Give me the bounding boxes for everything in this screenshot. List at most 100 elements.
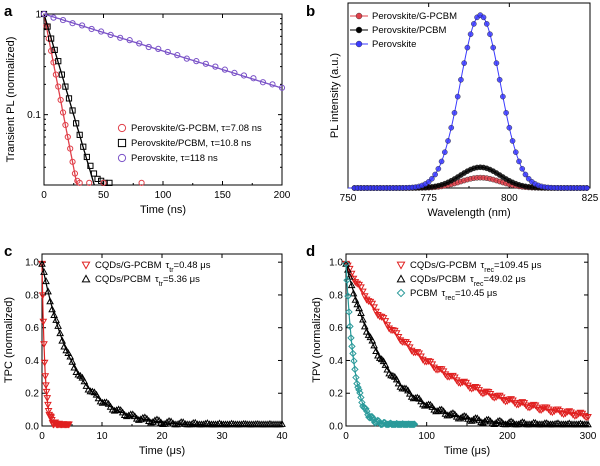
data-point <box>487 31 493 38</box>
data-point <box>67 145 74 152</box>
data-point <box>174 52 181 59</box>
data-point <box>345 308 353 316</box>
data-point <box>46 297 54 305</box>
plot-frame <box>345 253 589 427</box>
y-axis-title: TPC (normalized) <box>3 297 15 383</box>
legend-tau-value: =109.45 μs <box>494 260 542 271</box>
data-point <box>366 333 375 341</box>
data-point <box>381 318 390 326</box>
data-point <box>52 315 60 323</box>
data-point <box>138 179 145 186</box>
data-point <box>363 407 371 415</box>
panel-label-d: d <box>306 243 315 260</box>
legend-label: CQDs/PCBM τrec=49.02 μs <box>410 274 526 288</box>
legend-tau-sub: rec <box>484 267 494 274</box>
data-point <box>507 417 515 425</box>
x-tick-label: 0 <box>343 431 349 442</box>
data-point <box>165 416 173 424</box>
data-point <box>383 365 392 373</box>
data-point <box>69 20 76 27</box>
data-point <box>202 60 209 67</box>
fit-line <box>43 13 78 186</box>
data-point <box>359 288 367 296</box>
data-point <box>52 71 60 78</box>
data-point <box>392 375 401 383</box>
data-point <box>410 420 419 428</box>
x-tick-label: 750 <box>340 193 357 204</box>
fit-line <box>43 13 95 186</box>
data-point <box>350 357 358 365</box>
data-point <box>413 349 422 357</box>
data-point <box>471 21 477 27</box>
data-point <box>531 402 540 410</box>
data-point <box>349 289 358 297</box>
data-point <box>469 384 478 392</box>
data-point <box>522 171 529 178</box>
data-point <box>193 58 200 65</box>
legend-a-2-label: Perovskite/PCBM, τ=10.8 ns <box>131 138 251 149</box>
data-point <box>394 334 403 341</box>
data-point <box>65 95 73 102</box>
data-point <box>389 371 397 379</box>
data-point <box>43 395 52 403</box>
data-point <box>71 170 79 177</box>
legend-marker <box>396 288 406 298</box>
data-point <box>467 385 476 393</box>
legend-series-name: PCBM <box>410 288 438 299</box>
data-point <box>58 336 67 344</box>
y-axis-title: TPV (normalized) <box>311 297 323 383</box>
data-point <box>42 382 50 390</box>
panel-label-b: b <box>306 3 315 20</box>
data-point <box>516 400 525 407</box>
legend-series-name: CQDs/G-PCBM <box>95 260 162 271</box>
data-point <box>460 411 469 419</box>
legend-tau-sub: rec <box>445 295 455 302</box>
data-point <box>429 175 435 182</box>
x-tick-label: 200 <box>274 190 291 201</box>
chart-c: 0 10 20 30 40 0.0 0.2 0.4 0.6 0.8 1.0 Time (μs) TPC … <box>3 253 288 457</box>
data-point <box>451 109 458 116</box>
data-point <box>404 386 412 394</box>
legend-tau-symbol: τ <box>155 274 159 285</box>
data-point <box>42 388 51 396</box>
panel-label-c: c <box>4 243 12 260</box>
y-tick-label: 0.2 <box>25 389 39 400</box>
data-point <box>506 124 513 131</box>
data-point <box>383 322 392 330</box>
y-tick-label: 0.1 <box>27 110 41 121</box>
legend-marker <box>355 40 363 48</box>
data-point <box>250 75 257 82</box>
x-tick-label: 300 <box>580 431 597 442</box>
x-tick-label: 150 <box>214 190 231 201</box>
x-tick-label: 100 <box>155 190 172 201</box>
legend-marker <box>396 274 406 283</box>
data-point <box>496 76 503 83</box>
data-point <box>362 404 370 413</box>
data-point <box>434 366 442 374</box>
data-point <box>456 380 465 388</box>
data-point <box>477 389 485 397</box>
data-point <box>358 398 366 407</box>
data-point <box>94 394 103 402</box>
x-tick-label: 100 <box>418 431 435 442</box>
data-point <box>346 322 354 331</box>
x-tick-label: 800 <box>501 193 518 204</box>
x-axis-title: Wavelength (nm) <box>427 207 510 219</box>
data-point <box>56 329 65 337</box>
data-point <box>362 327 371 335</box>
data-point <box>83 153 90 161</box>
legend-series-name: Perovskite, τ=118 ns <box>131 153 218 164</box>
legend-a-2-marker <box>117 138 127 148</box>
data-point <box>107 31 114 38</box>
data-point <box>155 45 162 53</box>
data-point <box>565 408 574 416</box>
data-point <box>40 267 48 275</box>
data-point <box>80 377 89 385</box>
data-point <box>163 418 171 426</box>
data-point <box>112 406 121 414</box>
data-point <box>278 84 286 91</box>
data-point <box>343 276 351 284</box>
chart-d: 0 100 200 300 0.0 0.2 0.4 0.6 0.8 1.0 Time (μs) TPV… <box>311 253 597 457</box>
data-point <box>351 295 360 303</box>
data-point <box>509 138 516 144</box>
